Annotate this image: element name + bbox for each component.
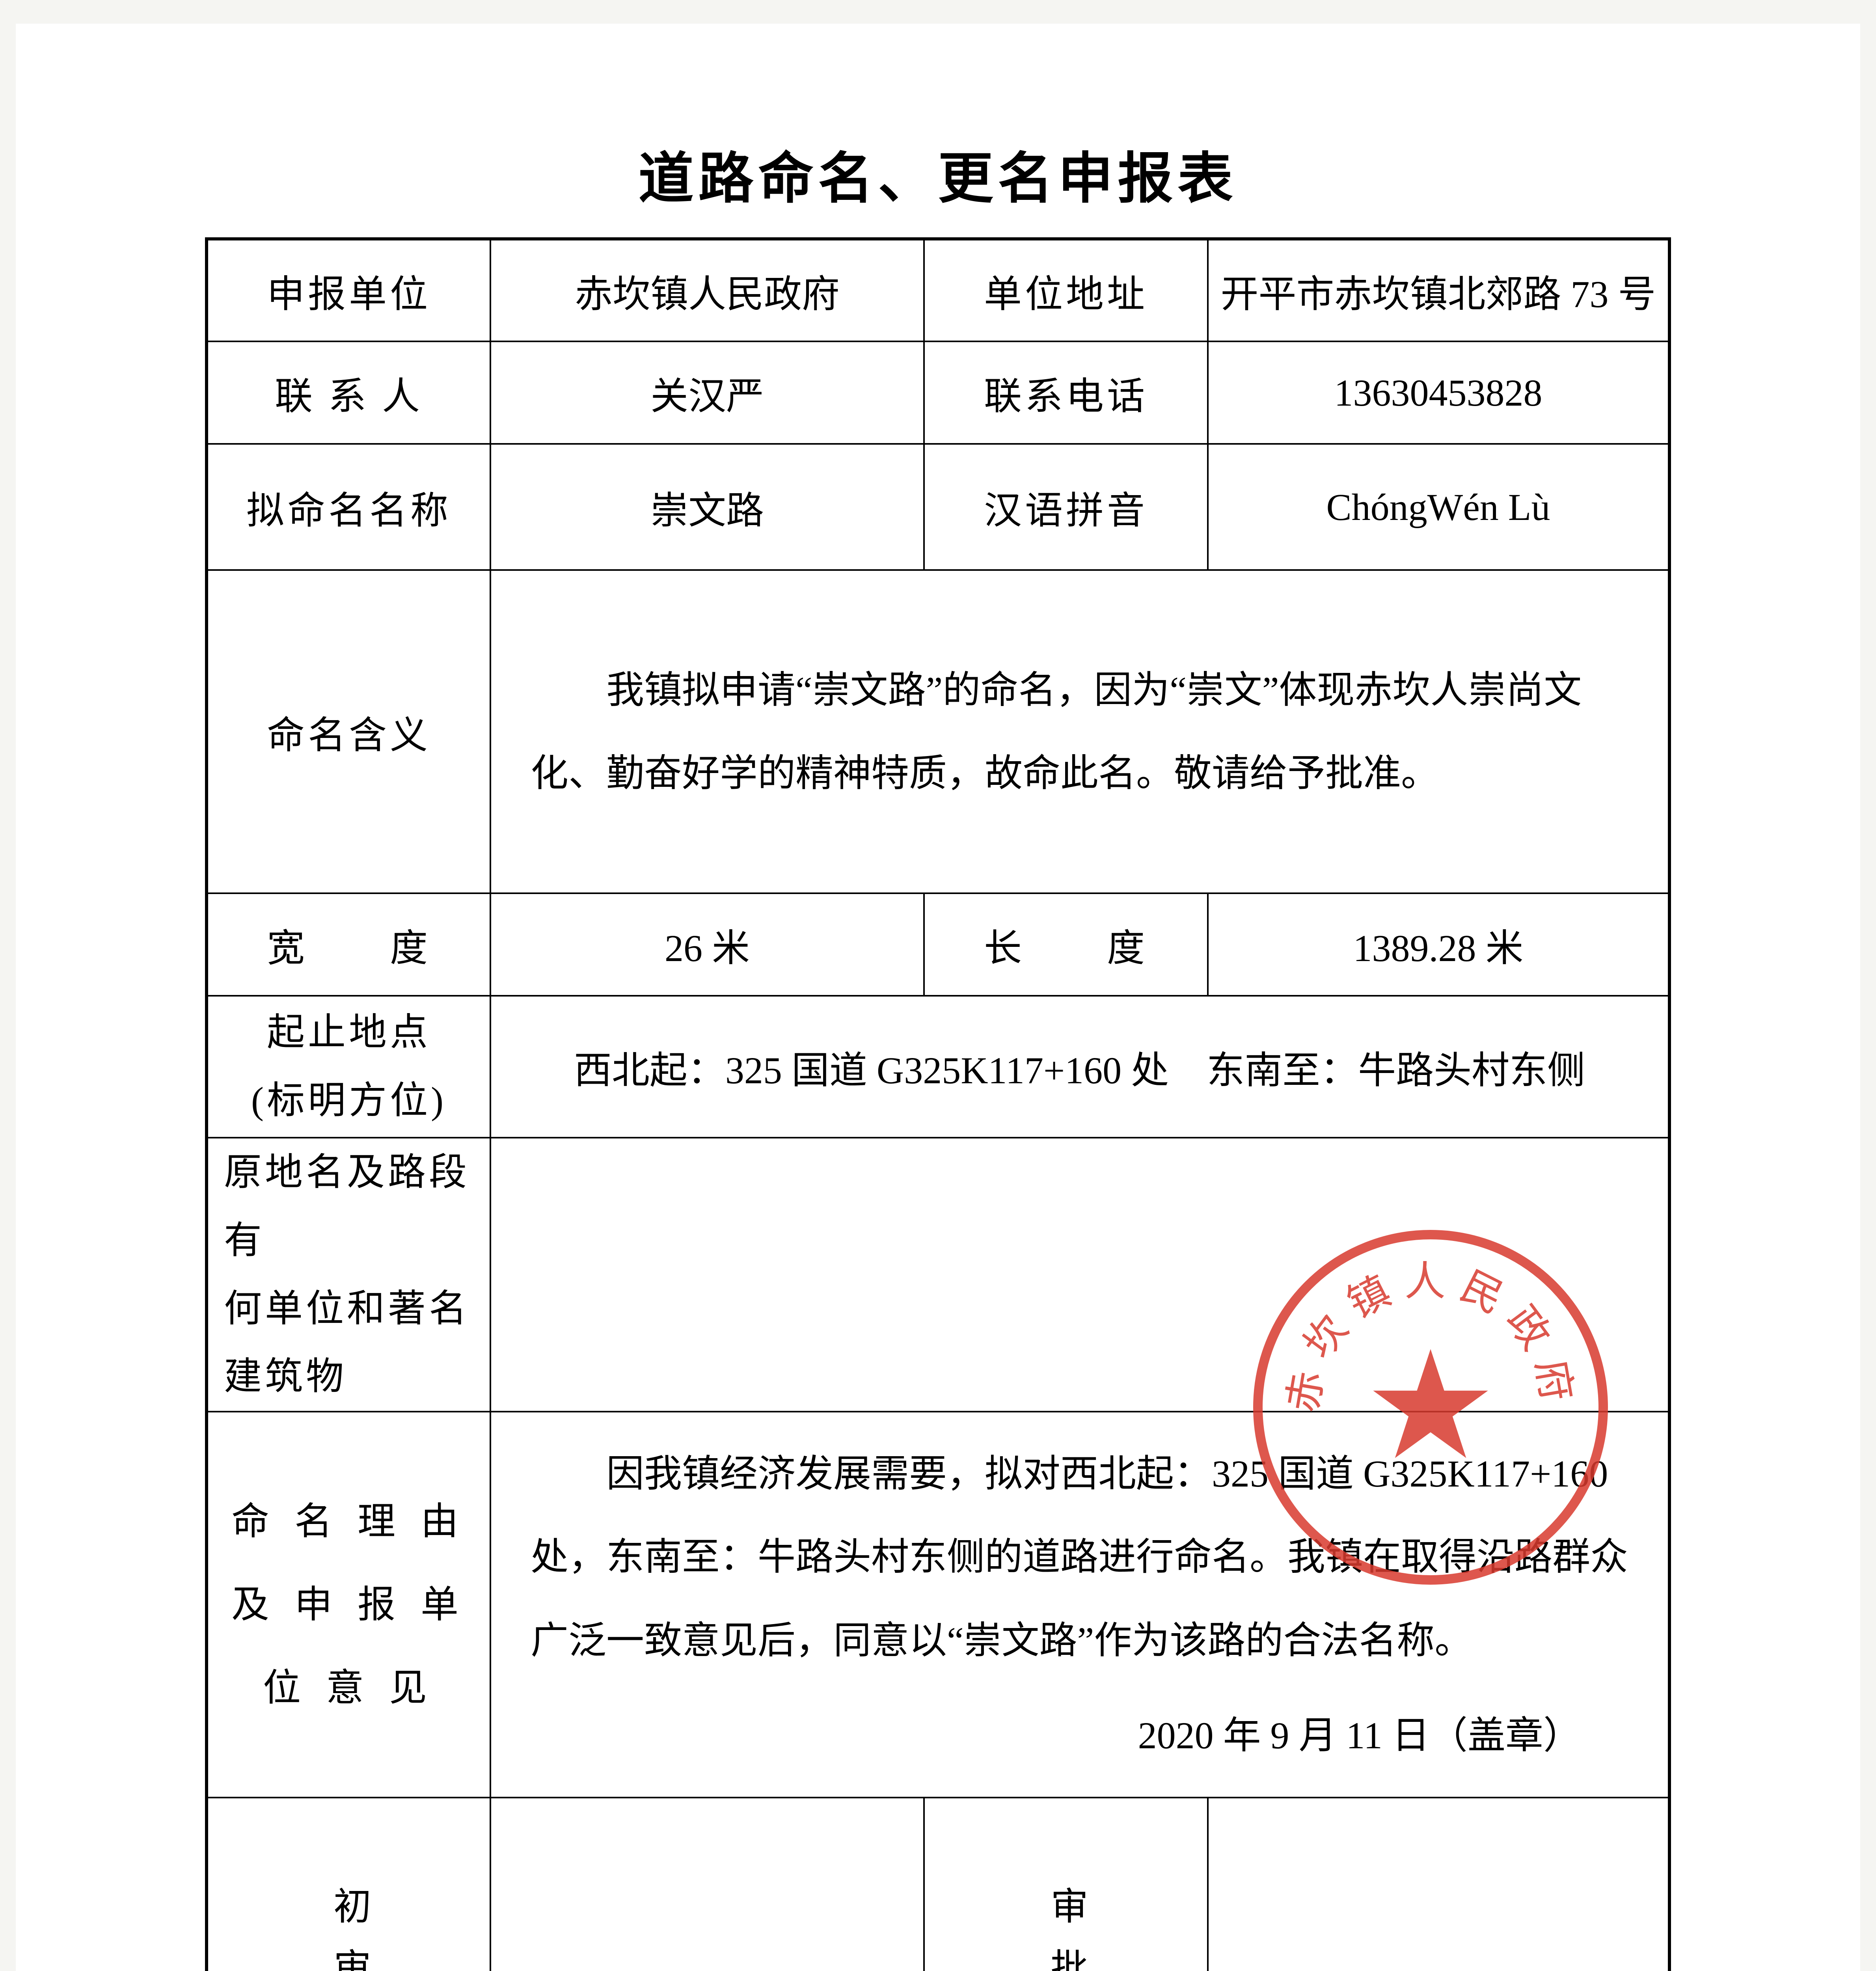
value-location: 西北起：325 国道 G325K117+160 处 东南至：牛路头村东侧 — [490, 996, 1669, 1138]
label-width: 宽 度 — [207, 893, 490, 996]
value-proposed-name: 崇文路 — [490, 444, 924, 570]
label-length: 长 度 — [924, 893, 1208, 996]
row-original-name: 原地名及路段有 何单位和著名 建筑物 — [207, 1138, 1669, 1412]
value-length: 1389.28 米 — [1208, 893, 1669, 996]
value-name-meaning-cell: 我镇拟申请“崇文路”的命名，因为“崇文”体现赤坎人崇尚文化、勤奋好学的精神特质，… — [490, 570, 1669, 893]
row-reason: 命 名 理 由 及 申 报 单 位 意 见 因我镇经济发展需要，拟对西北起：32… — [207, 1412, 1669, 1798]
value-width: 26 米 — [490, 893, 924, 996]
label-reason-line3: 位 意 见 — [208, 1646, 490, 1729]
label-location-line2: (标明方位) — [208, 1067, 490, 1135]
value-approval-cell: 年 月 日 （盖 章） — [1208, 1798, 1669, 1971]
label-original-name: 原地名及路段有 何单位和著名 建筑物 — [207, 1138, 490, 1412]
label-initial-review: 初审意见 — [207, 1798, 490, 1971]
value-reason-date: 2020 年 9 月 11 日（盖章） — [531, 1694, 1628, 1777]
label-location: 起止地点 (标明方位) — [207, 996, 490, 1138]
label-proposed-name: 拟命名名称 — [207, 444, 490, 570]
label-location-line1: 起止地点 — [208, 999, 490, 1067]
label-initial-review-text: 初审意见 — [322, 1886, 376, 1971]
value-name-meaning: 我镇拟申请“崇文路”的命名，因为“崇文”体现赤坎人崇尚文化、勤奋好学的精神特质，… — [491, 625, 1668, 838]
label-applicant-unit: 申报单位 — [207, 239, 490, 341]
label-original-line1: 原地名及路段有 — [224, 1138, 474, 1275]
application-form-table: 申报单位 赤坎镇人民政府 单位地址 开平市赤坎镇北郊路 73 号 联 系 人 关… — [205, 237, 1671, 1971]
label-original-line3: 建筑物 — [224, 1343, 474, 1411]
label-reason-line1: 命 名 理 由 — [208, 1480, 490, 1563]
row-applicant: 申报单位 赤坎镇人民政府 单位地址 开平市赤坎镇北郊路 73 号 — [207, 239, 1669, 341]
value-applicant-unit: 赤坎镇人民政府 — [490, 239, 924, 341]
value-unit-address: 开平市赤坎镇北郊路 73 号 — [1208, 239, 1669, 341]
label-approval-text: 审批意见 — [1039, 1886, 1094, 1971]
label-contact-phone: 联系电话 — [924, 341, 1208, 444]
label-contact-person: 联 系 人 — [207, 341, 490, 444]
value-reason-cell: 因我镇经济发展需要，拟对西北起：325 国道 G325K117+160 处，东南… — [490, 1412, 1669, 1798]
value-original-name — [490, 1138, 1669, 1412]
value-contact-phone: 13630453828 — [1208, 341, 1669, 444]
label-unit-address: 单位地址 — [924, 239, 1208, 341]
row-name-meaning: 命名含义 我镇拟申请“崇文路”的命名，因为“崇文”体现赤坎人崇尚文化、勤奋好学的… — [207, 570, 1669, 893]
row-contact: 联 系 人 关汉严 联系电话 13630453828 — [207, 341, 1669, 444]
value-initial-review-cell: 年 月 日 （盖 章） — [490, 1798, 924, 1971]
row-location: 起止地点 (标明方位) 西北起：325 国道 G325K117+160 处 东南… — [207, 996, 1669, 1138]
label-reason: 命 名 理 由 及 申 报 单 位 意 见 — [207, 1412, 490, 1798]
value-reason-text: 因我镇经济发展需要，拟对西北起：325 国道 G325K117+160 处，东南… — [531, 1432, 1628, 1682]
label-reason-line2: 及 申 报 单 — [208, 1563, 490, 1646]
label-name-meaning: 命名含义 — [207, 570, 490, 893]
value-pinyin: ChóngWén Lù — [1208, 444, 1669, 570]
document-page: 道路命名、更名申报表 申报单位 赤坎镇人民政府 单位地址 开平市赤坎镇北郊路 7… — [16, 24, 1860, 1971]
row-dimensions: 宽 度 26 米 长 度 1389.28 米 — [207, 893, 1669, 996]
row-approvals: 初审意见 年 月 日 （盖 章） 审批意见 年 月 日 （盖 章） — [207, 1798, 1669, 1971]
label-original-line2: 何单位和著名 — [224, 1275, 474, 1343]
form-title: 道路命名、更名申报表 — [205, 134, 1671, 214]
value-contact-person: 关汉严 — [490, 341, 924, 444]
label-approval: 审批意见 — [924, 1798, 1208, 1971]
label-pinyin: 汉语拼音 — [924, 444, 1208, 570]
row-proposed-name: 拟命名名称 崇文路 汉语拼音 ChóngWén Lù — [207, 444, 1669, 570]
